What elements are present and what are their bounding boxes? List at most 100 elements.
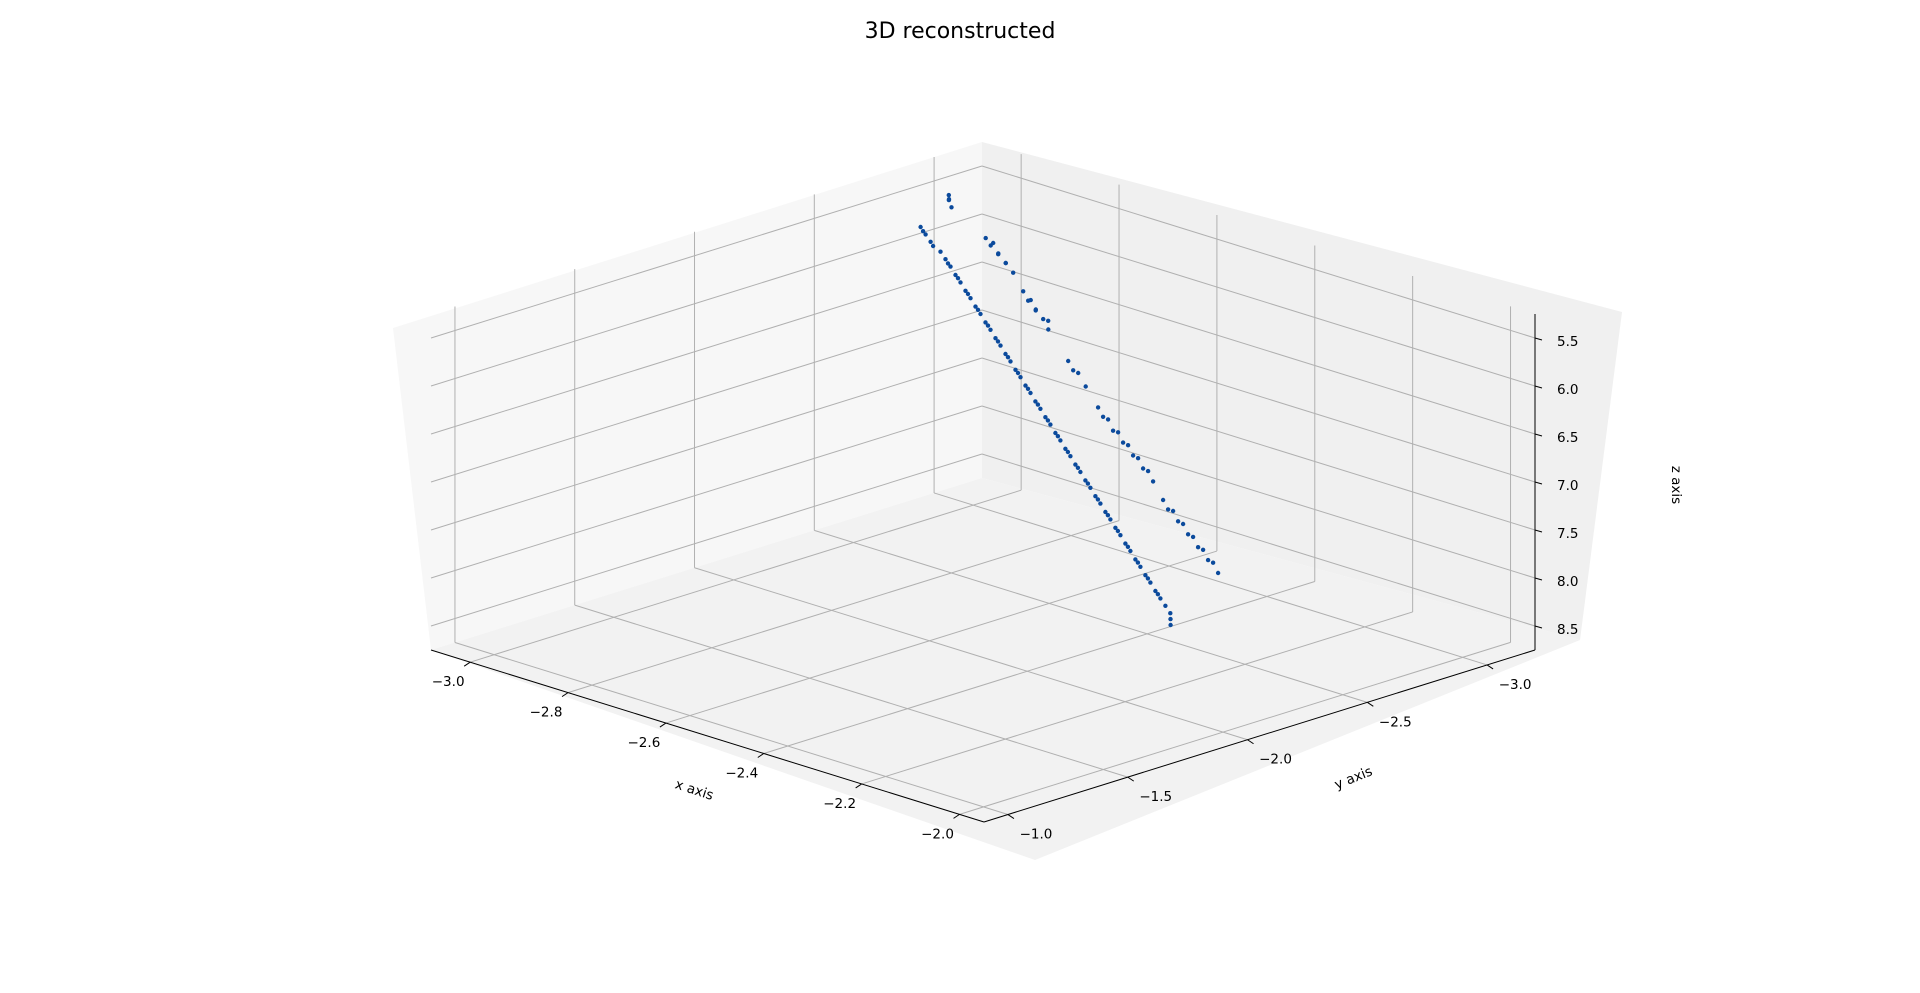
data-point [1100, 414, 1106, 419]
z-tick-label: 7.5 [1557, 526, 1578, 542]
z-tick-mark [1534, 337, 1543, 341]
z-tick-mark [1534, 577, 1543, 581]
data-point [1008, 359, 1013, 364]
data-point [991, 240, 996, 246]
data-point [1075, 465, 1081, 470]
data-point [946, 192, 951, 198]
z-gridline-right-wall [981, 261, 1536, 435]
data-point [975, 307, 981, 312]
data-point [1098, 501, 1103, 506]
data-point [988, 327, 993, 332]
data-point [998, 343, 1003, 348]
data-point [945, 261, 951, 266]
x-tick-label: −2.4 [725, 766, 758, 782]
z-gridline-right-wall [981, 453, 1536, 627]
back-left-pane [393, 142, 982, 650]
z-gridline-left-wall [430, 213, 983, 387]
z-gridline-left-wall [430, 261, 983, 435]
data-point [1021, 289, 1026, 294]
x-tick-mark [855, 783, 862, 789]
z-gridline-right-wall [981, 213, 1536, 387]
data-point [1125, 443, 1131, 448]
data-point [1078, 469, 1083, 475]
data-point [1145, 576, 1151, 581]
z-gridline-left-wall [430, 405, 983, 579]
data-point [1128, 548, 1133, 554]
data-point [1113, 525, 1118, 530]
data-point [1215, 570, 1221, 576]
data-point [948, 264, 953, 269]
data-point [1168, 611, 1173, 616]
data-point [949, 205, 954, 210]
data-point [1003, 351, 1008, 357]
data-point [1150, 479, 1156, 484]
data-point [1123, 541, 1128, 546]
data-point [1163, 603, 1168, 608]
y-axis-line [983, 649, 1536, 823]
data-point [1165, 507, 1171, 512]
data-point [1115, 528, 1121, 534]
data-point [1015, 370, 1021, 376]
data-point [1095, 405, 1101, 410]
data-point [938, 249, 943, 254]
x-tick-label: −2.2 [823, 796, 856, 812]
data-point [1153, 588, 1158, 594]
data-point [1018, 375, 1023, 380]
data-point [1205, 557, 1211, 563]
data-point [1003, 260, 1008, 266]
x-tick-mark [757, 753, 765, 758]
y-tick-mark [1007, 814, 1015, 819]
data-point [1045, 418, 1051, 423]
data-point [1103, 509, 1108, 515]
data-point [953, 272, 958, 278]
data-point [1043, 415, 1048, 420]
data-point [923, 232, 928, 237]
y-tick-mark [1486, 664, 1494, 670]
data-point [1143, 573, 1148, 578]
data-point [1035, 402, 1041, 407]
data-point [1145, 468, 1151, 474]
data-point [1028, 390, 1033, 396]
data-point [1048, 422, 1053, 427]
x-tick-mark [659, 722, 667, 728]
x-tick-label: −2.8 [530, 705, 563, 721]
data-point [1046, 327, 1051, 332]
data-point [985, 323, 991, 328]
y-tick-label: −1.5 [1139, 789, 1172, 805]
z-gridline-left-wall [430, 357, 983, 531]
y-gridline-floor [694, 567, 1248, 741]
y-gridline-floor [814, 529, 1368, 703]
y-axis-label: y axis [1332, 764, 1374, 794]
data-point [1120, 440, 1126, 445]
x-axis-label: x axis [673, 777, 715, 804]
data-point [920, 229, 926, 234]
x-tick-label: −3.0 [432, 674, 465, 690]
y-tick-label: −3.0 [1499, 677, 1532, 693]
data-point [1066, 358, 1071, 364]
data-point [1200, 547, 1206, 552]
x-gridline-floor [567, 520, 1120, 694]
data-point [973, 304, 978, 309]
data-point [1065, 449, 1071, 455]
data-point [1110, 428, 1116, 433]
data-point [1140, 466, 1146, 471]
data-point [968, 296, 973, 301]
z-axis-label: z axis [1668, 466, 1684, 504]
z-gridline-right-wall [981, 357, 1536, 531]
data-point [1073, 462, 1078, 467]
data-point [1108, 517, 1113, 522]
z-tick-mark [1534, 481, 1543, 485]
z-tick-mark [1534, 385, 1543, 389]
data-point [1190, 534, 1196, 540]
x-gridline-floor [861, 611, 1413, 785]
data-point [1138, 564, 1143, 569]
data-point [1170, 508, 1176, 514]
data-point [1155, 592, 1161, 597]
tick-labels: −3.0 −2.8 −2.6 −2.4 −2.2 −2.0 −3.0 −2.5 −2.0 −1.5… [432, 334, 1579, 843]
axis-lines [430, 314, 1543, 823]
y-gridline-floor [454, 642, 1009, 815]
data-point [928, 239, 933, 244]
data-point [1033, 399, 1038, 404]
z-gridline-left-wall [430, 309, 983, 483]
